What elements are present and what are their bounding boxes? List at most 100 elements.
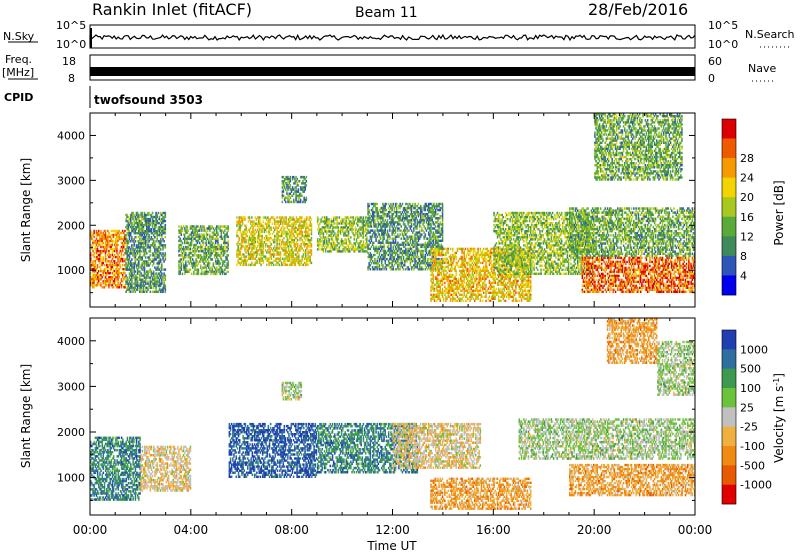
heatmap-cell (295, 232, 298, 236)
heatmap-cell (105, 243, 108, 247)
heatmap-cell (155, 268, 157, 271)
heatmap-cell (90, 284, 92, 287)
heatmap-cell (115, 272, 117, 275)
heatmap-cell (225, 247, 227, 251)
heatmap-cell (368, 204, 370, 208)
heatmap-cell (250, 222, 252, 225)
heatmap-cell (214, 272, 217, 276)
heatmap-cell (149, 244, 152, 247)
heatmap-cell (156, 268, 158, 271)
heatmap-cell (118, 257, 120, 261)
heatmap-cell (267, 238, 269, 242)
heatmap-cell (197, 245, 200, 249)
heatmap-cell (143, 266, 146, 269)
heatmap-cell (151, 219, 154, 223)
heatmap-cell (404, 264, 406, 267)
heatmap-cell (219, 270, 221, 274)
heatmap-cell (150, 284, 153, 287)
heatmap-cell (163, 280, 165, 283)
heatmap-cell (272, 251, 275, 254)
heatmap-cell (274, 259, 276, 262)
heatmap-cell (108, 231, 110, 235)
heatmap-cell (204, 254, 207, 257)
heatmap-cell (157, 272, 160, 275)
heatmap-cell (205, 252, 208, 255)
heatmap-cell (259, 220, 261, 223)
heatmap-cell (296, 261, 299, 265)
heatmap-cell (240, 220, 243, 223)
heatmap-cell (216, 247, 218, 251)
heatmap-cell (224, 260, 226, 263)
heatmap-cell (150, 232, 153, 235)
heatmap-cell (152, 230, 155, 233)
heatmap-cell (184, 264, 186, 267)
heatmap-cell (216, 239, 218, 243)
heatmap-cell (203, 266, 205, 269)
heatmap-cell (279, 257, 282, 260)
heatmap-cell (400, 237, 402, 240)
heatmap-cell (156, 262, 158, 265)
heatmap-cell (120, 260, 123, 263)
heatmap-cell (163, 272, 165, 275)
heatmap-cell (184, 250, 186, 253)
heatmap-cell (226, 254, 228, 257)
heatmap-cell (127, 242, 130, 245)
heatmap-cell (112, 239, 115, 243)
heatmap-cell (286, 257, 289, 260)
heatmap-cell (195, 235, 197, 239)
heatmap-cell (301, 216, 303, 219)
heatmap-cell (90, 235, 92, 239)
heatmap-cell (398, 227, 400, 230)
heatmap-cell (133, 288, 135, 291)
heatmap-cell (421, 208, 423, 212)
heatmap-cell (155, 284, 157, 287)
heatmap-cell (198, 227, 201, 230)
heatmap-cell (198, 237, 201, 241)
heatmap-cell (267, 257, 269, 260)
heatmap-cell (162, 246, 164, 249)
heatmap-cell (441, 233, 444, 236)
heatmap-cell (185, 229, 187, 232)
heatmap-cell (277, 226, 279, 230)
heatmap-cell (120, 235, 123, 239)
heatmap-cell (139, 248, 141, 251)
heatmap-cell (103, 280, 106, 283)
heatmap-cell (392, 268, 394, 271)
heatmap-cell (141, 215, 143, 219)
heatmap-cell (134, 240, 137, 243)
heatmap-cell (132, 217, 134, 221)
heatmap-cell (441, 227, 444, 230)
heatmap-cell (243, 253, 245, 256)
heatmap-cell (209, 235, 211, 239)
heatmap-cell (131, 262, 133, 265)
heatmap-cell (219, 229, 221, 232)
heatmap-cell (121, 276, 124, 279)
heatmap-cell (136, 278, 139, 281)
heatmap-cell (216, 227, 218, 230)
heatmap-cell (109, 272, 111, 275)
heatmap-cell (92, 278, 94, 281)
heatmap-cell (243, 230, 245, 234)
heatmap-cell (227, 241, 229, 245)
heatmap-cell (126, 256, 128, 259)
heatmap-cell (222, 239, 225, 243)
heatmap-cell (158, 230, 161, 233)
heatmap-cell (111, 251, 114, 255)
heatmap-cell (102, 270, 104, 273)
heatmap-cell (135, 288, 138, 291)
heatmap-cell (140, 284, 142, 287)
heatmap-cell (94, 266, 97, 269)
heatmap-cell (120, 253, 123, 257)
heatmap-cell (302, 226, 305, 230)
heatmap-cell (201, 227, 203, 230)
nsearch-tick-bottom: 10^0 (708, 38, 738, 51)
heatmap-cell (278, 247, 281, 250)
heatmap-cell (158, 240, 161, 243)
heatmap-cell (148, 225, 150, 229)
heatmap-cell (225, 258, 227, 261)
heatmap-cell (198, 254, 201, 257)
heatmap-cell (272, 241, 275, 244)
heatmap-cell (194, 250, 196, 253)
heatmap-cell (292, 232, 294, 236)
heatmap-cell (302, 234, 305, 238)
